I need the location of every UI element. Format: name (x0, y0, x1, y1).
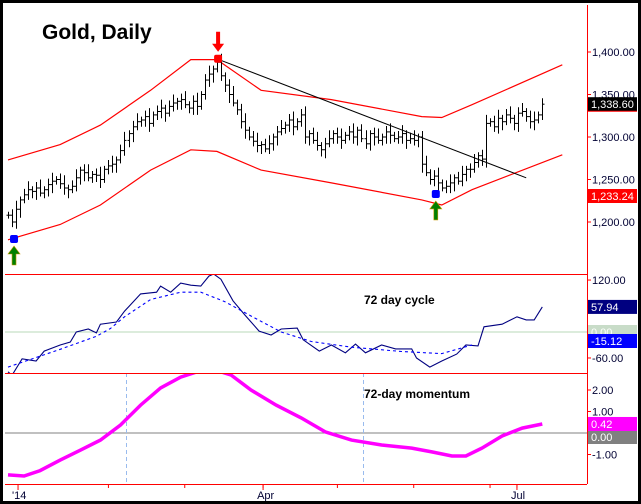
last-price-label-bg (588, 97, 637, 112)
momentum-value-label-bg (588, 416, 637, 431)
momentum-tick-label: 2.00 (592, 385, 613, 397)
cycle-value-label-bg (588, 299, 637, 314)
cycle-tick-label: -60.00 (592, 353, 623, 365)
lower-band-value-label-bg (588, 189, 637, 203)
price-tick-label: 1,200.00 (592, 217, 635, 229)
blue-dot-marker (10, 235, 19, 243)
cycle-solid-line (7, 274, 543, 373)
momentum-line (7, 373, 543, 478)
momentum-tick-label: 1.00 (592, 407, 613, 419)
up-arrow-icon (429, 200, 443, 221)
momentum-zero-label: 0.00 (591, 432, 612, 444)
chart-title: Gold, Daily (42, 21, 152, 44)
cycle-smooth-value-label-bg (588, 334, 637, 348)
x-tick-label: '14 (12, 490, 26, 502)
momentum-tick-label: -1.00 (592, 450, 617, 462)
price-tick-label: 1,300.00 (592, 132, 635, 144)
lower-band-value-label: 1,233.24 (591, 191, 634, 203)
momentum-zero-label-bg (588, 430, 637, 444)
x-tick-label: Apr (257, 490, 274, 502)
up-arrow-icon (7, 245, 21, 266)
cycle-panel (5, 274, 587, 373)
upper-band-line (7, 59, 563, 161)
axes: 1,200.001,250.001,300.001,350.001,400.00… (5, 5, 637, 502)
lower-band-line (7, 149, 563, 241)
momentum-panel (5, 373, 587, 484)
blue-dot-marker (431, 189, 440, 198)
momentum-annotation: 72-day momentum (364, 387, 470, 401)
red-dot-marker (214, 54, 223, 63)
price-tick-label: 1,400.00 (592, 47, 635, 59)
cycle-smooth-value-label: -15.12 (591, 336, 622, 348)
price-tick-label: 1,250.00 (592, 175, 635, 187)
cycle-dashed-line (7, 291, 473, 368)
price-panel (6, 31, 563, 266)
cycle-tick-label: 120.00 (592, 275, 626, 287)
trendline (216, 58, 527, 179)
last-price-label: 1,338.60 (591, 99, 634, 111)
down-arrow-icon (212, 31, 225, 52)
cycle-value-label: 57.94 (591, 302, 619, 314)
momentum-value-label: 0.42 (591, 419, 612, 431)
x-tick-label: Jul (511, 490, 525, 502)
cycle-annotation: 72 day cycle (364, 293, 435, 307)
